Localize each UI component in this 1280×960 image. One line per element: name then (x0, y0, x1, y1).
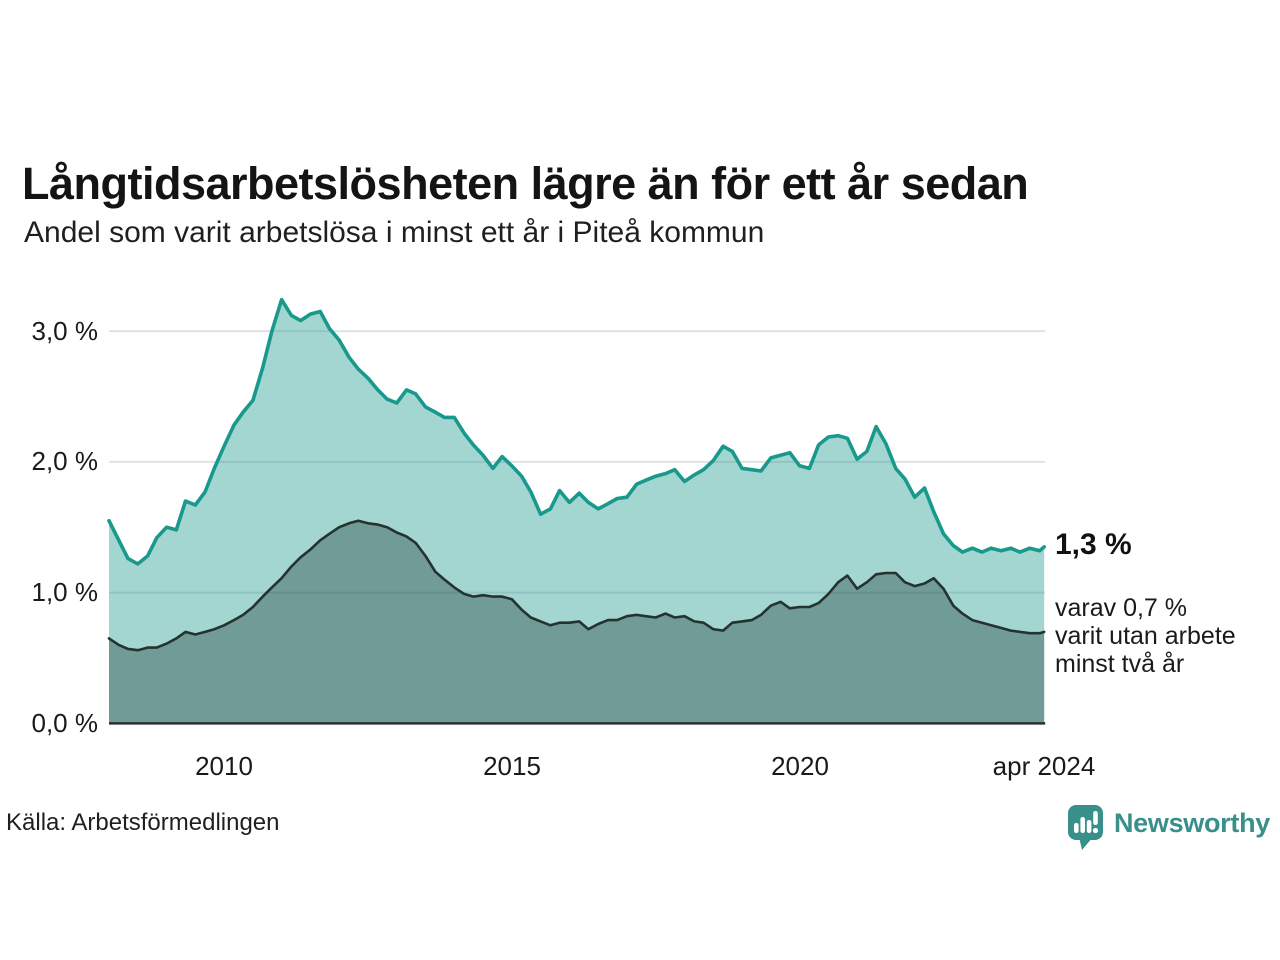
secondary-note: varav 0,7 % varit utan arbete minst två … (1055, 594, 1280, 678)
note-line-3: minst två år (1055, 650, 1185, 678)
newsworthy-bubble-chart-icon (1067, 805, 1103, 850)
note-line-2: varit utan arbete (1055, 622, 1236, 650)
x-axis-label-apr-2024: apr 2024 (992, 751, 1096, 781)
y-axis-label-0: 0,0 % (31, 708, 99, 738)
line-unemployed-2yr (107, 519, 1046, 652)
y-axis-label-1: 1,0 % (31, 577, 99, 607)
x-axis-label-2010: 2010 (195, 751, 253, 781)
x-axis-label-2015: 2015 (483, 751, 541, 781)
x-axis-label-2020: 2020 (771, 751, 829, 781)
note-line-1: varav 0,7 % (1055, 594, 1188, 622)
brand-name: Newsworthy (1113, 808, 1270, 838)
newsworthy-logo: Newsworthy (1067, 802, 1270, 854)
y-axis-label-2: 2,0 % (31, 446, 99, 476)
page-subtitle: Andel som varit arbetslösa i minst ett å… (24, 216, 765, 249)
line-unemployed-1yr (107, 297, 1046, 566)
area-unemployed-1yr (109, 299, 1045, 724)
page-title: Långtidsarbetslösheten lägre än för ett … (22, 158, 1029, 210)
latest-value-label: 1,3 % (1055, 528, 1132, 561)
source-credit: Källa: Arbetsförmedlingen (6, 809, 280, 836)
y-axis-label-3: 3,0 % (31, 316, 99, 346)
